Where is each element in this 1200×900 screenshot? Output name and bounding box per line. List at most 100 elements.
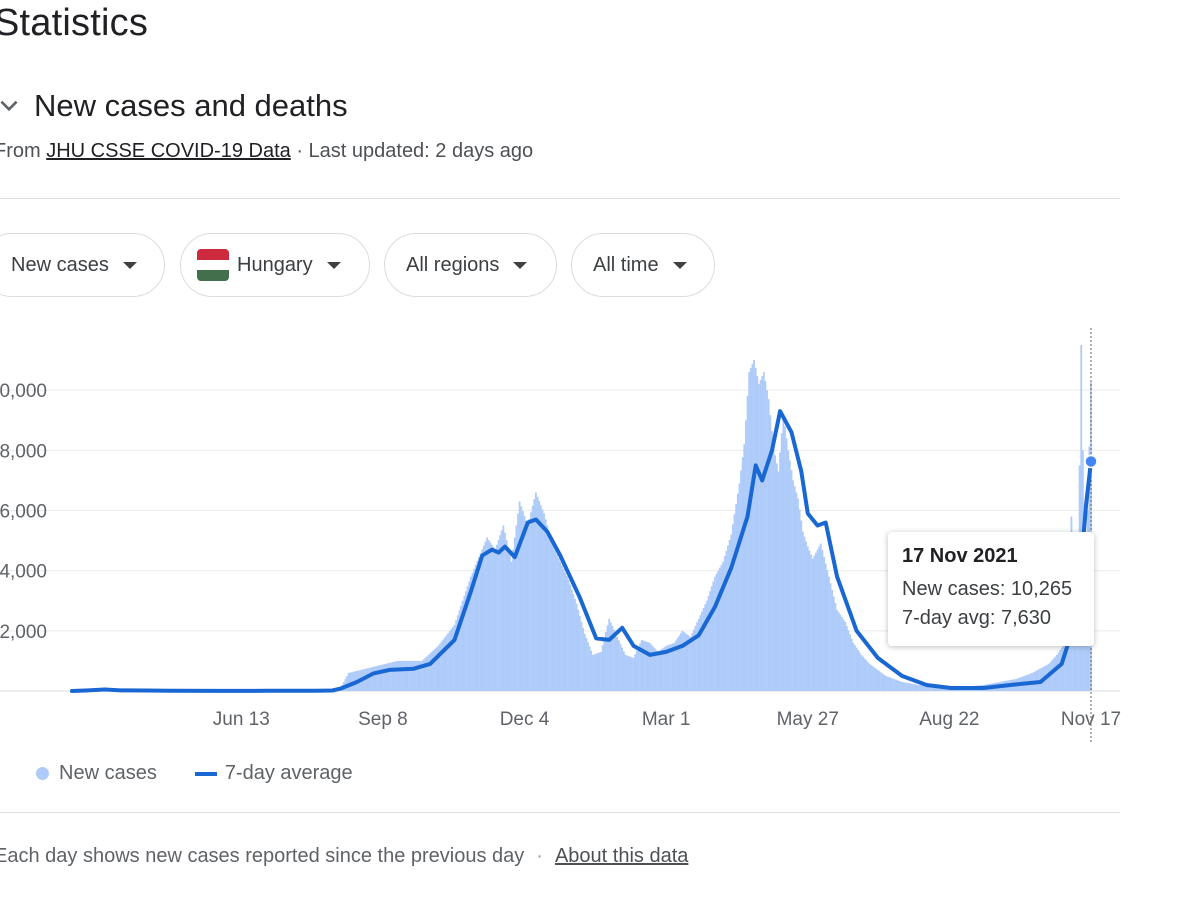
new-cases-bar: [603, 638, 606, 691]
new-cases-bar: [914, 684, 917, 691]
new-cases-bar: [904, 682, 907, 691]
new-cases-bar: [772, 447, 775, 691]
new-cases-bar: [932, 686, 935, 691]
new-cases-bar: [539, 505, 542, 691]
new-cases-bar: [660, 649, 663, 691]
new-cases-bar: [728, 539, 731, 691]
new-cases-bar: [909, 683, 912, 691]
new-cases-bar: [684, 633, 687, 691]
new-cases-bar: [886, 676, 889, 691]
new-cases-bar: [609, 622, 612, 691]
new-cases-bar: [766, 390, 768, 691]
tooltip-date: 17 Nov 2021: [902, 545, 1018, 567]
new-cases-bar: [406, 660, 409, 691]
new-cases-bar: [676, 638, 679, 691]
new-cases-bar: [453, 624, 456, 691]
new-cases-bar: [567, 579, 570, 691]
new-cases-bar: [678, 635, 681, 691]
new-cases-bar: [541, 509, 544, 691]
new-cases-bar: [631, 657, 633, 691]
source-line: From JHU CSSE COVID-19 Data · Last updat…: [0, 140, 533, 163]
new-cases-bar: [411, 660, 414, 691]
new-cases-bar: [873, 667, 876, 691]
new-cases-bar: [832, 596, 835, 691]
new-cases-bar: [875, 668, 878, 691]
about-data-link[interactable]: About this data: [554, 845, 689, 867]
new-cases-bar: [508, 554, 511, 691]
new-cases-bar: [740, 470, 742, 691]
new-cases-bar: [652, 646, 655, 691]
hungary-flag-icon: [197, 249, 229, 281]
new-cases-bar: [575, 603, 578, 691]
new-cases-bar: [852, 642, 855, 691]
new-cases-bar: [829, 583, 832, 691]
last-updated: · Last updated: 2 days ago: [296, 140, 534, 162]
new-cases-bar: [572, 594, 575, 691]
new-cases-bar: [788, 460, 791, 691]
new-cases-bar: [670, 644, 672, 691]
new-cases-bar: [863, 658, 866, 691]
new-cases-bar: [870, 665, 873, 691]
dropdown-caret-icon: [513, 261, 528, 269]
new-cases-bar: [398, 660, 401, 691]
new-cases-bar: [801, 531, 804, 691]
new-cases-bar: [937, 686, 939, 691]
new-cases-bar: [731, 524, 734, 691]
new-cases-bar: [888, 677, 891, 691]
new-cases-bar: [438, 643, 441, 691]
new-cases-bar: [722, 561, 725, 691]
metric-dropdown[interactable]: New cases: [0, 233, 165, 297]
chevron-down-icon[interactable]: [0, 93, 22, 119]
new-cases-bar: [824, 563, 827, 691]
new-cases-bar: [648, 642, 651, 691]
new-cases-bar: [723, 556, 726, 691]
new-cases-bar: [899, 681, 902, 691]
source-link[interactable]: JHU CSSE COVID-19 Data: [46, 140, 291, 162]
new-cases-bar: [779, 452, 781, 691]
new-cases-bar: [793, 486, 796, 691]
new-cases-bar: [718, 567, 721, 691]
x-tick-label: Aug 22: [919, 709, 979, 730]
cases-chart[interactable]: 2,000 4,000 6,000 8,000 10,000 Jun 13 Sep 8 Dec…: [0, 310, 1200, 750]
new-cases-bar: [767, 399, 770, 691]
new-cases-bar: [632, 657, 635, 691]
new-cases-bar: [510, 561, 513, 691]
new-cases-bar: [461, 600, 464, 691]
new-cases-bar: [759, 380, 762, 691]
new-cases-bar: [860, 654, 863, 691]
new-cases-bar: [689, 636, 692, 691]
new-cases-bar: [640, 639, 643, 691]
new-cases-bar: [893, 678, 895, 691]
new-cases-bar: [375, 666, 378, 691]
new-cases-bar: [479, 553, 482, 691]
new-cases-bar: [564, 572, 567, 691]
new-cases-bar: [425, 656, 428, 691]
new-cases-bar: [1062, 645, 1065, 691]
section-header[interactable]: New cases and deaths: [0, 88, 348, 124]
new-cases-bar: [668, 644, 671, 691]
new-cases-bar: [430, 651, 433, 691]
new-cases-bar: [868, 663, 871, 691]
new-cases-bar: [828, 576, 830, 691]
region-dropdown[interactable]: All regions: [384, 233, 557, 297]
new-cases-bar: [787, 450, 790, 691]
new-cases-bar: [486, 537, 488, 691]
new-cases-bar: [919, 685, 921, 691]
new-cases-bar: [927, 685, 930, 691]
dropdown-caret-icon: [672, 261, 687, 269]
range-dropdown[interactable]: All time: [571, 233, 715, 297]
new-cases-bar: [658, 650, 661, 691]
new-cases-bar: [535, 492, 537, 691]
new-cases-bar: [487, 539, 490, 691]
new-cases-bar: [699, 615, 702, 691]
country-dropdown[interactable]: Hungary: [180, 233, 370, 297]
new-cases-bar: [382, 664, 384, 691]
new-cases-bar: [775, 463, 778, 691]
new-cases-bar: [1073, 630, 1076, 691]
tooltip-new-cases: New cases: 10,265: [902, 578, 1073, 600]
new-cases-bar: [435, 647, 438, 691]
x-tick-label: Nov 17: [1061, 709, 1121, 730]
new-cases-bar: [816, 549, 819, 691]
new-cases-bar: [810, 554, 812, 691]
new-cases-bar: [839, 614, 842, 691]
